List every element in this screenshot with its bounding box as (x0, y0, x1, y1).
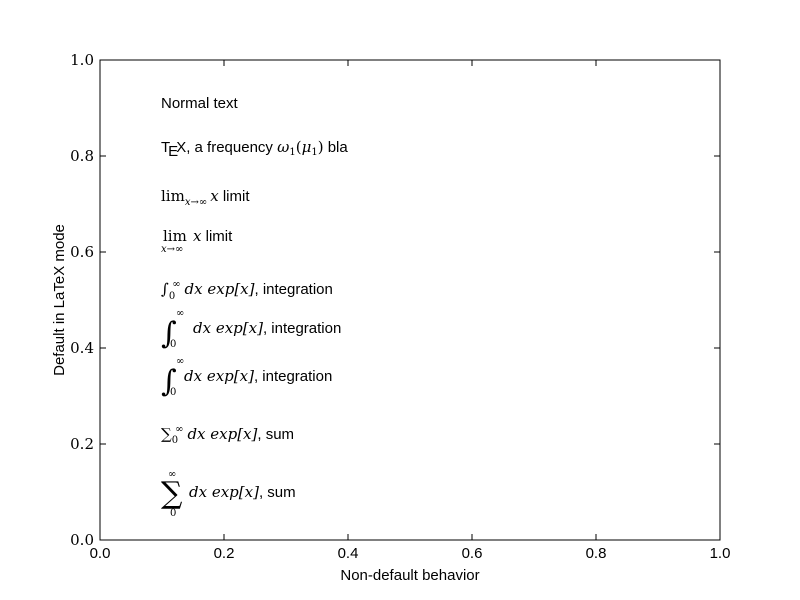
svg-text:0: 0 (170, 387, 176, 398)
x-axis-label: Non-default behavior (340, 567, 479, 584)
annotation-normal-text: Normal text (161, 95, 239, 112)
svg-text:0: 0 (170, 339, 176, 350)
x-tick-label: 0.2 (214, 545, 235, 562)
y-tick-label: 0.2 (70, 435, 94, 453)
annotation-tex-frequency: TEX, a frequency ω1(μ1) bla (161, 138, 348, 160)
annotation-integral-inline: ∫0∞ dx exp[x], integration (161, 279, 333, 302)
annotation-sum-display: ∞ ∑ 0 dx exp[x], sum (161, 469, 296, 519)
x-tick-label: 0.8 (586, 545, 607, 562)
x-tick-label: 0.0 (90, 545, 111, 562)
svg-text:∞: ∞ (168, 469, 176, 480)
y-tick-label: 0.6 (70, 243, 94, 261)
y-axis-label: Default in LaTeX mode (51, 224, 68, 376)
y-tick-label: 1.0 (70, 51, 94, 69)
annotations: Normal text TEX, a frequency ω1(μ1) bla … (161, 95, 348, 519)
x-tick-label: 0.4 (338, 545, 359, 562)
axis-ticks: 0.0 0.2 0.4 0.6 0.8 1.0 0.0 0.2 0.4 0.6 0.8 1.0 (70, 51, 730, 562)
y-tick-label: 0.8 (70, 147, 94, 165)
annotation-sum-inline: ∑0∞ dx exp[x], sum (161, 424, 294, 446)
svg-text:∫: ∫ (161, 316, 177, 351)
svg-text:dx exp[x], integration: dx exp[x], integration (193, 319, 341, 337)
plot-frame (99, 59, 721, 541)
svg-text:dx exp[x], integration: dx exp[x], integration (184, 367, 332, 385)
svg-text:∑: ∑ (161, 476, 183, 511)
svg-text:∞: ∞ (176, 356, 184, 367)
annotation-lim-inline: limx→∞ x limit (161, 187, 250, 208)
svg-text:0: 0 (170, 508, 176, 519)
y-tick-label: 0.4 (70, 339, 94, 357)
x-tick-label: 0.6 (462, 545, 483, 562)
svg-text:∫: ∫ (161, 364, 177, 399)
svg-text:lim: lim (163, 227, 187, 245)
svg-text:x limit: x limit (193, 227, 233, 245)
svg-text:x→∞: x→∞ (161, 244, 183, 255)
annotation-lim-display: lim x→∞ x limit (161, 227, 233, 255)
y-tick-label: 0.0 (70, 531, 94, 549)
annotation-integral-display-1: ∫ ∞ 0 dx exp[x], integration (161, 308, 341, 351)
svg-text:dx exp[x], sum: dx exp[x], sum (189, 483, 296, 501)
x-tick-label: 1.0 (710, 545, 731, 562)
annotation-integral-display-2: ∫ ∞ 0 dx exp[x], integration (161, 356, 332, 399)
svg-text:∞: ∞ (176, 308, 184, 319)
